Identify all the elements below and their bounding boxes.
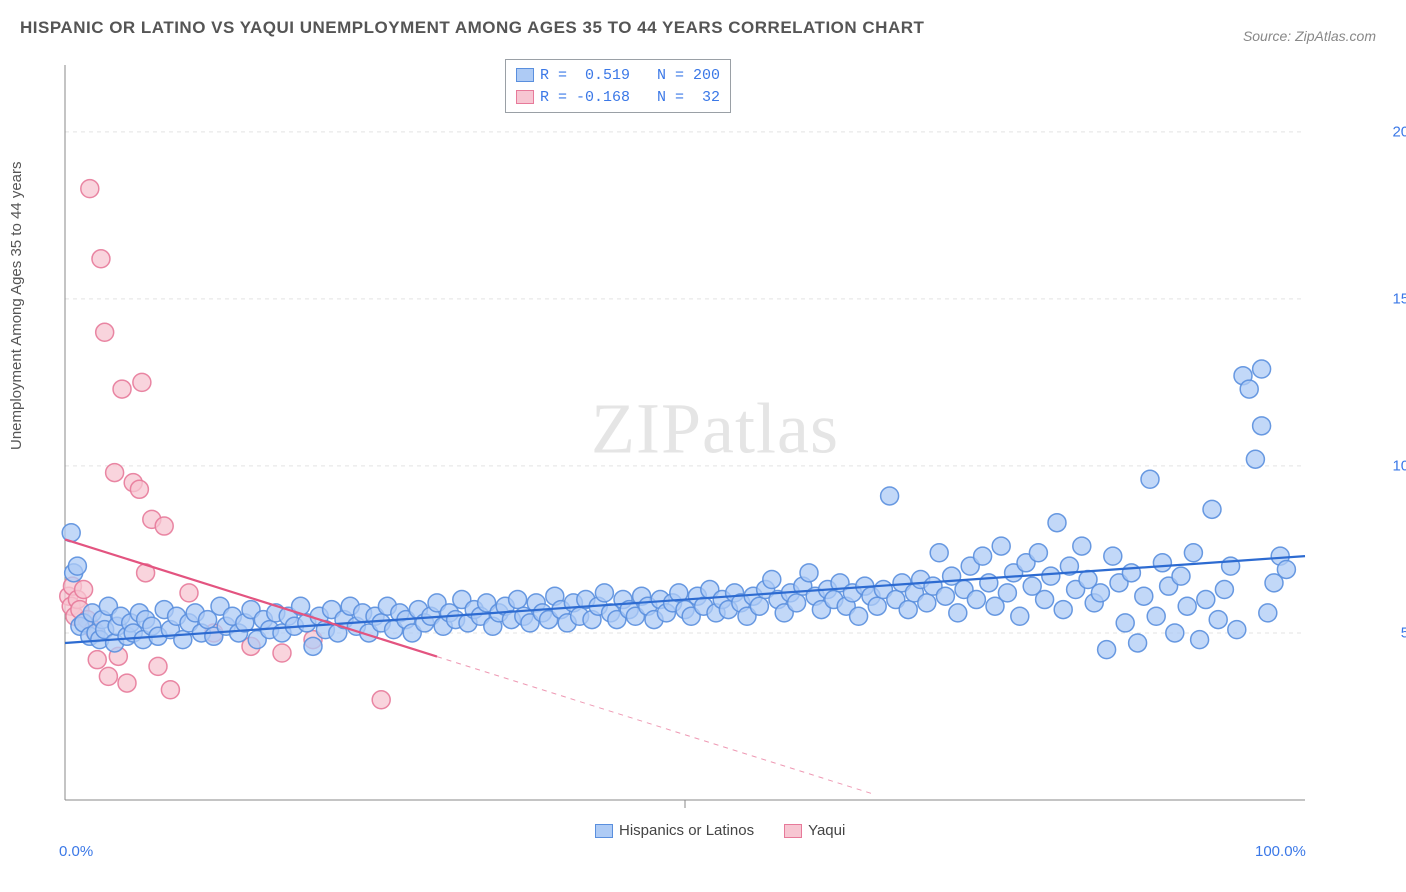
legend-stats-row-0: R = 0.519 N = 200: [516, 64, 720, 86]
legend-stat-text: R = 0.519 N = 200: [540, 67, 720, 84]
x-tick-label: 0.0%: [59, 843, 93, 860]
scatter-chart: [55, 55, 1375, 835]
x-tick-label: 100.0%: [1255, 843, 1306, 860]
y-tick-label: 15.0%: [1392, 290, 1406, 307]
legend-swatch-icon: [784, 824, 802, 838]
legend-label: Hispanics or Latinos: [619, 822, 754, 839]
plot-area: ZIPatlas R = 0.519 N = 200 R = -0.168 N …: [55, 55, 1375, 835]
legend-stats: R = 0.519 N = 200 R = -0.168 N = 32: [505, 59, 731, 113]
legend-label: Yaqui: [808, 822, 845, 839]
y-tick-label: 5.0%: [1401, 624, 1406, 641]
legend-item-hispanics: Hispanics or Latinos: [595, 822, 754, 839]
y-axis-label: Unemployment Among Ages 35 to 44 years: [8, 161, 25, 450]
legend-swatch-icon: [516, 90, 534, 104]
legend-item-yaqui: Yaqui: [784, 822, 845, 839]
legend-swatch-icon: [516, 68, 534, 82]
y-tick-label: 20.0%: [1392, 123, 1406, 140]
legend-swatch-icon: [595, 824, 613, 838]
source-attribution: Source: ZipAtlas.com: [1243, 28, 1376, 44]
legend-series: Hispanics or Latinos Yaqui: [595, 822, 845, 839]
legend-stats-row-1: R = -0.168 N = 32: [516, 86, 720, 108]
legend-stat-text: R = -0.168 N = 32: [540, 89, 720, 106]
y-tick-label: 10.0%: [1392, 457, 1406, 474]
chart-title: HISPANIC OR LATINO VS YAQUI UNEMPLOYMENT…: [20, 18, 924, 38]
